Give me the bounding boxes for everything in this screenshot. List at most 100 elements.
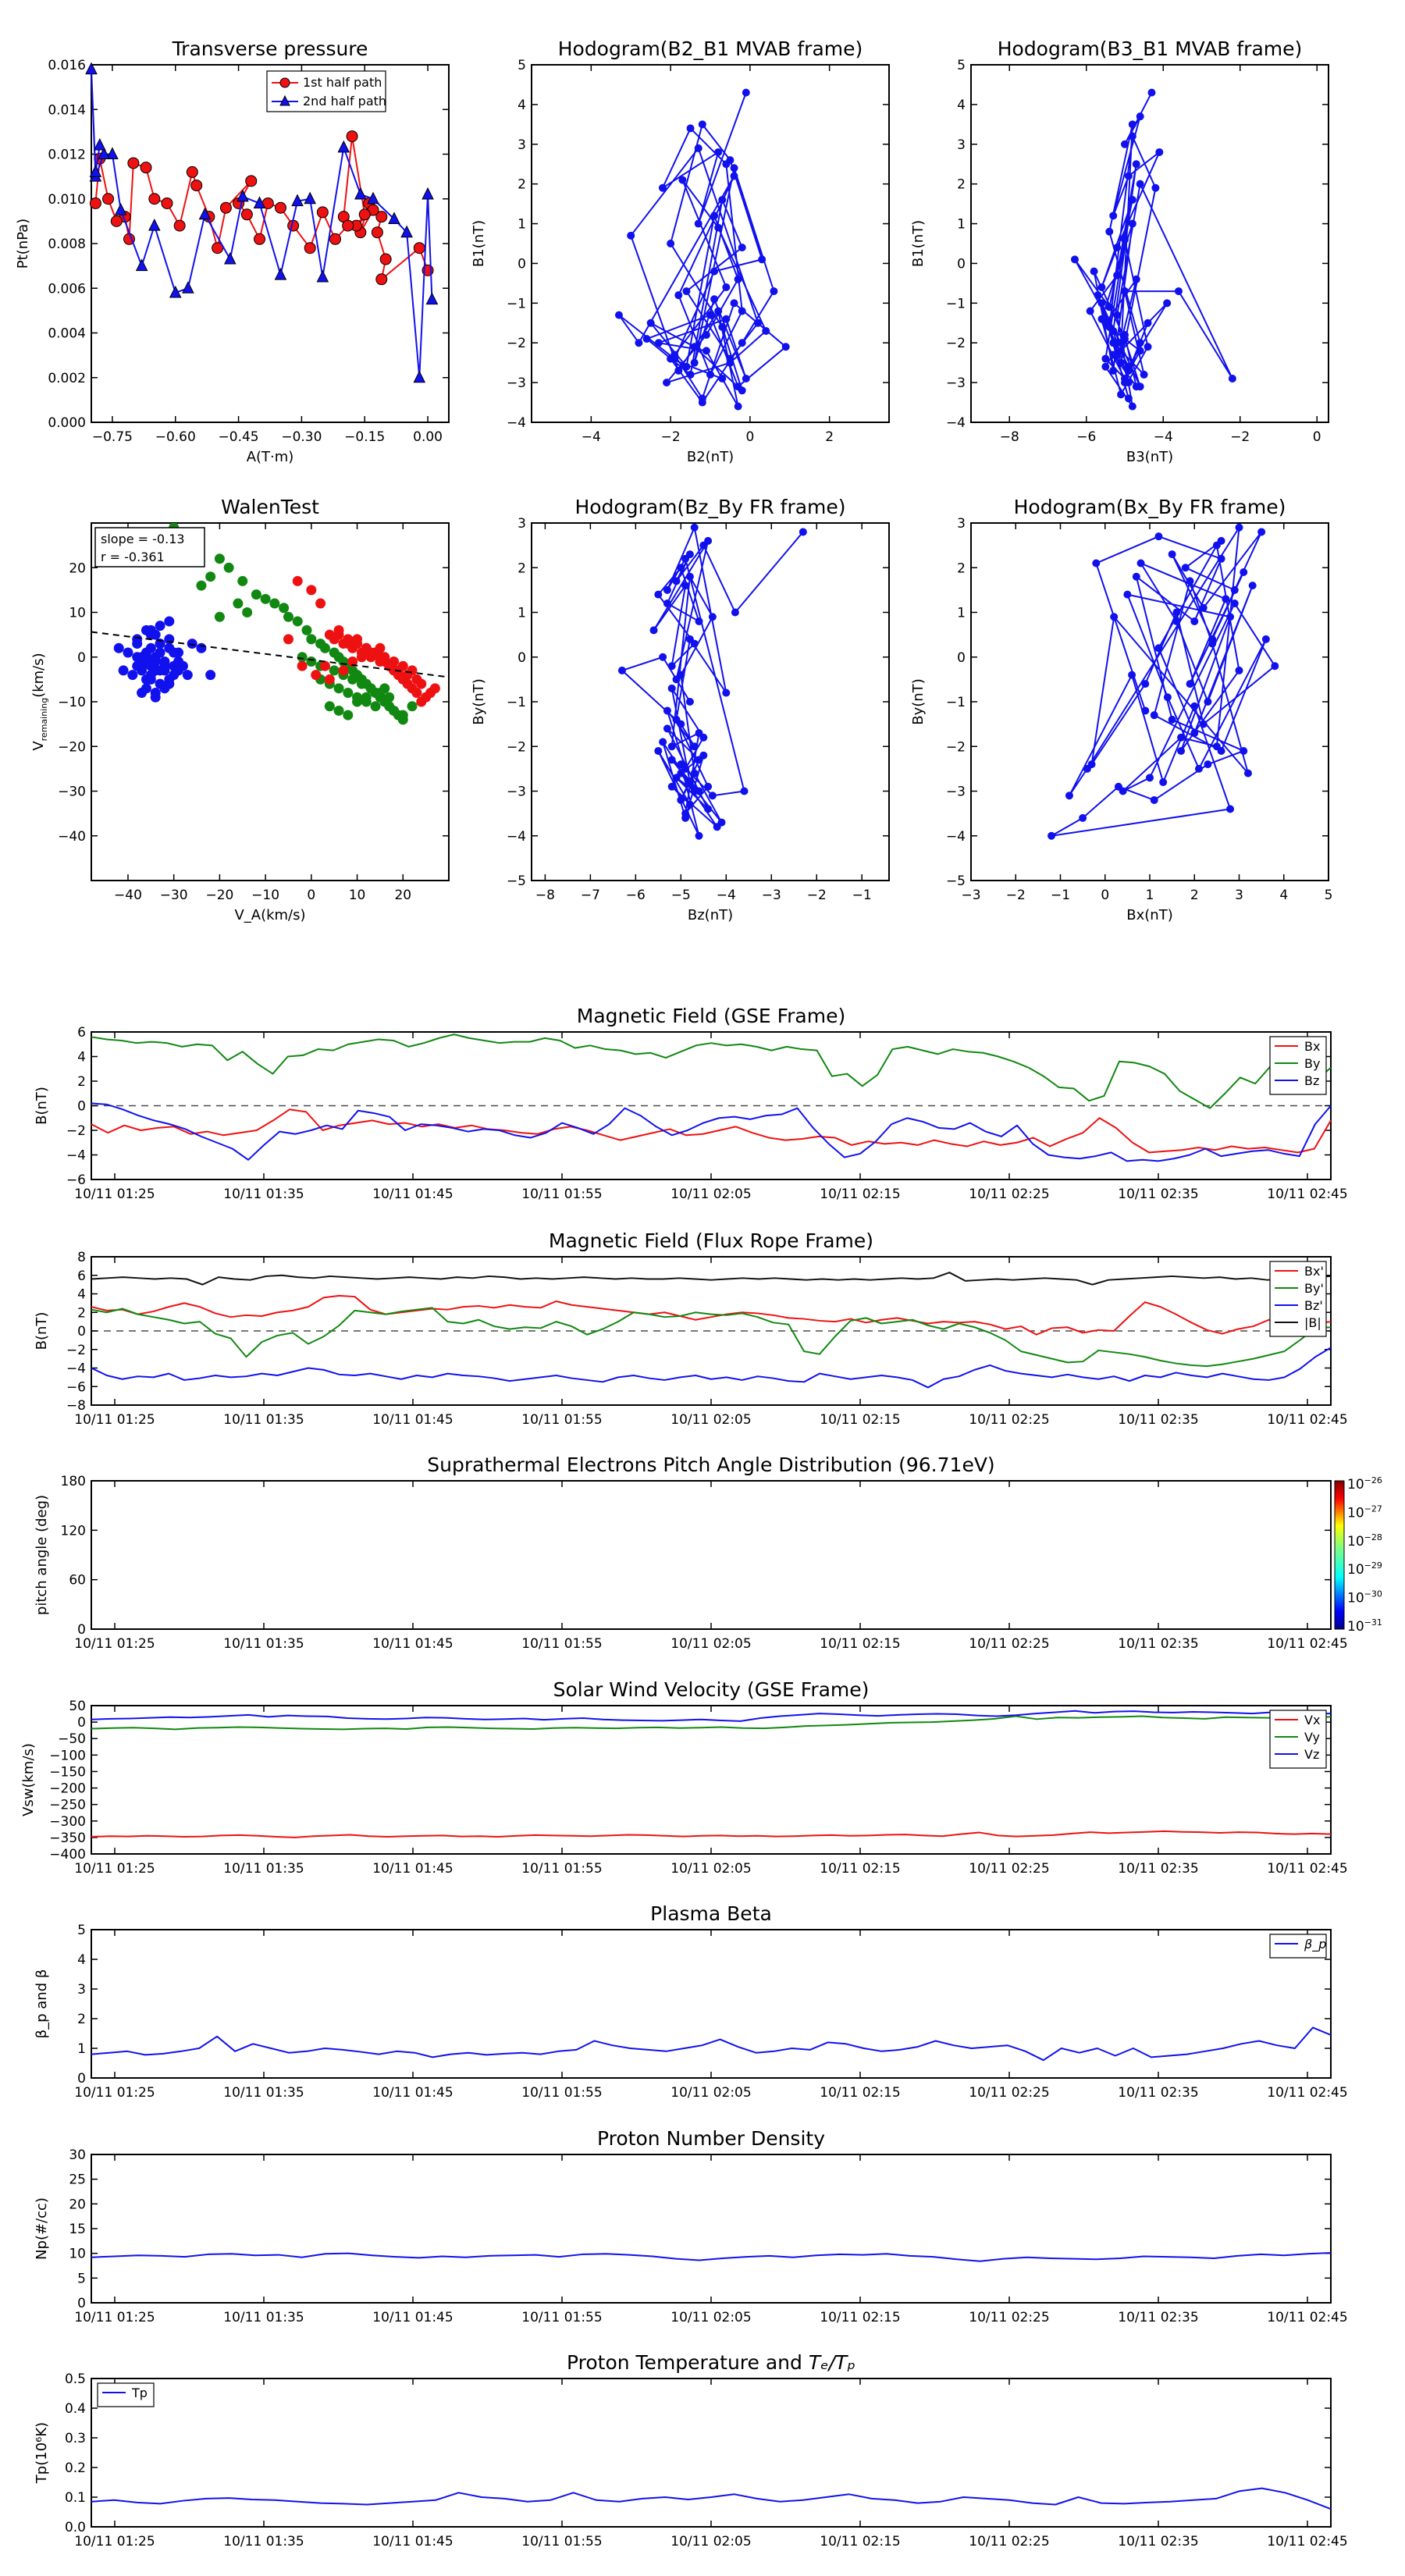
plot-frame (91, 2378, 1332, 2528)
legend-label: Vx (1304, 1713, 1320, 1727)
time-tick-label: 10/11 01:25 (74, 1187, 155, 1202)
hodogram-point (663, 600, 671, 608)
legend-label: 2nd half path (303, 94, 386, 109)
timeseries-line (91, 2026, 1332, 2062)
pressure-triangle-point (425, 292, 439, 305)
hodogram-point (717, 818, 726, 827)
pressure-triangle-point (224, 251, 237, 265)
y-tick-label: −2 (66, 1343, 86, 1358)
legend-box (1269, 1934, 1327, 1959)
hodogram-point (1090, 267, 1098, 276)
hodogram-point (1105, 303, 1114, 311)
y-tick-label: −6 (66, 1172, 86, 1188)
y-tick-label: 3 (518, 137, 526, 153)
y-axis-label: B1(nT) (910, 220, 927, 267)
hodogram-point (1212, 541, 1221, 550)
legend-box (1269, 1261, 1327, 1337)
hodogram-point (1120, 140, 1129, 148)
hodogram-point (1109, 339, 1118, 347)
y-tick-label: 0.002 (48, 371, 86, 386)
time-tick-label: 10/11 01:45 (372, 1861, 453, 1877)
walen-point (356, 652, 367, 663)
panel-beta: Plasma Beta 0 1 2 3 4 5 β_p and β 10/11 01:25 10/… (34, 1902, 1348, 2101)
hodogram-point (690, 769, 699, 777)
y-tick-label: 120 (61, 1523, 86, 1539)
colorbar-label: 10−28 (1347, 1532, 1382, 1550)
hodogram-point (1097, 315, 1106, 323)
walen-point (164, 616, 175, 627)
hodogram-point (695, 787, 703, 795)
y-tick-label: 0 (77, 1324, 86, 1340)
x-tick-label: −1 (1051, 888, 1070, 903)
walen-point (155, 621, 165, 632)
pressure-triangle-point (89, 165, 102, 177)
y-tick-label: 15 (69, 2222, 86, 2237)
hodogram-point (677, 795, 685, 804)
plot-title: Hodogram(B2_B1 MVAB frame) (558, 37, 863, 60)
y-tick-label: −2 (507, 739, 526, 755)
walen-point (214, 611, 225, 622)
hodogram-point (672, 715, 681, 724)
hodogram-point (1124, 366, 1133, 375)
walen-point (343, 634, 354, 645)
hodogram-point (1132, 382, 1140, 391)
hodogram-point (1271, 662, 1279, 671)
hodogram-point (1105, 322, 1114, 331)
y-tick-label: 0.014 (48, 102, 86, 118)
hodogram-point (1199, 603, 1208, 612)
walen-point (397, 660, 408, 671)
hodogram-point (1150, 711, 1158, 720)
hodogram-point (1190, 702, 1199, 710)
y-axis-label: Np(#/cc) (34, 2197, 50, 2260)
y-tick-label: 0 (77, 2296, 86, 2311)
hodogram-point (1114, 782, 1122, 791)
hodogram-point (1105, 227, 1114, 236)
y-tick-label: 0 (77, 1715, 86, 1731)
hodogram-point (694, 144, 702, 152)
time-tick-label: 10/11 01:25 (74, 1636, 155, 1652)
walen-point (365, 683, 376, 694)
hodogram-point (1094, 291, 1102, 300)
pressure-triangle-point (98, 147, 110, 159)
y-axis-label: Pt(nPa) (15, 219, 31, 269)
plot-title: Magnetic Field (GSE Frame) (577, 1005, 845, 1027)
hodogram-point (1204, 760, 1212, 769)
plot-title: Proton Number Density (597, 2127, 825, 2150)
time-tick-label: 10/11 02:05 (670, 2085, 751, 2101)
hodogram-point (1163, 693, 1172, 702)
walen-point (365, 647, 376, 658)
hodogram-point (1120, 331, 1129, 340)
hodogram-point (1230, 585, 1239, 594)
walen-point (113, 642, 124, 653)
walen-point (123, 647, 133, 658)
hodogram-point (682, 287, 691, 296)
hodogram-point (685, 635, 694, 643)
hodogram-point (1136, 339, 1144, 347)
pressure-circle-point (358, 208, 371, 221)
hodogram-point (704, 536, 713, 545)
hodogram-point (1204, 698, 1212, 706)
hodogram-point (1163, 299, 1172, 308)
y-tick-label: −4 (946, 829, 966, 845)
walen-point (269, 598, 280, 609)
hodogram-point (730, 172, 738, 180)
hodogram-point (718, 322, 727, 331)
y-tick-label: 1 (957, 606, 966, 621)
x-tick-label: 0 (1313, 429, 1321, 445)
hodogram-point (681, 809, 690, 818)
y-tick-label: −8 (66, 1398, 86, 1414)
walen-point (182, 670, 193, 681)
hodogram-point (731, 608, 739, 617)
y-tick-label: −1 (946, 296, 966, 311)
time-tick-label: 10/11 02:15 (820, 1187, 900, 1202)
walen-point (140, 674, 151, 685)
hodogram-point (1190, 729, 1199, 738)
walen-point (159, 683, 170, 694)
y-tick-label: 2 (957, 177, 966, 193)
y-tick-label: −150 (49, 1764, 86, 1780)
hodogram-point (710, 212, 719, 220)
y-tick-label: −250 (49, 1798, 86, 1813)
time-tick-label: 10/11 01:35 (223, 2310, 304, 2325)
y-tick-label: −5 (507, 873, 526, 889)
colorbar-base: 10 (1347, 1477, 1364, 1493)
